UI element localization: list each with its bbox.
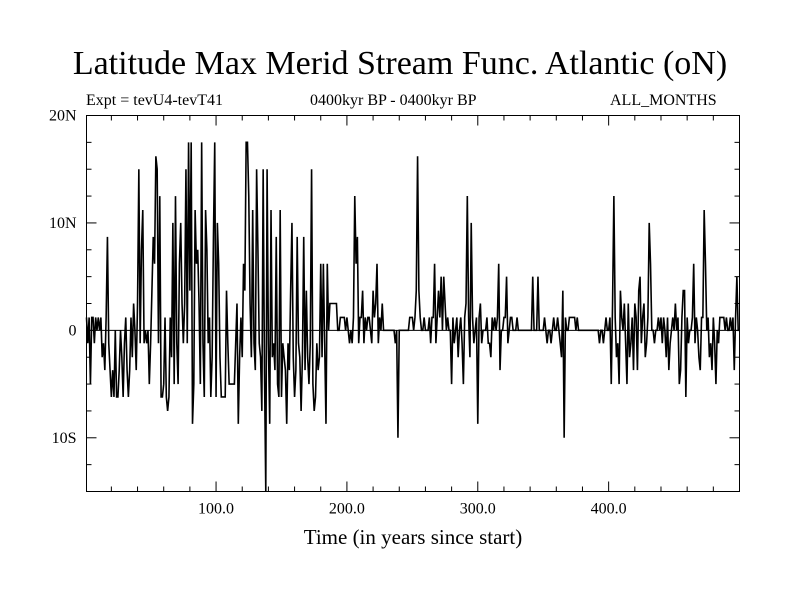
y-tick-label: 0 (69, 322, 77, 339)
period-label: 0400kyr BP - 0400kyr BP (310, 92, 477, 109)
x-axis-label: Time (in years since start) (303, 525, 523, 549)
x-tick-label: 200.0 (329, 501, 365, 518)
experiment-label: Expt = tevU4-tevT41 (86, 92, 223, 109)
y-tick-label: 10N (49, 215, 77, 232)
y-tick-label: 10S (52, 430, 77, 447)
tick-labels: 100.0 200.0 300.0 400.0 10S 0 10N 20N (49, 108, 627, 518)
y-tick-label: 20N (49, 108, 77, 125)
chart-title: Latitude Max Merid Stream Func. Atlantic… (72, 45, 728, 82)
months-label: ALL_MONTHS (610, 92, 717, 109)
x-tick-label: 100.0 (198, 501, 234, 518)
x-tick-label: 400.0 (591, 501, 627, 518)
series-line (85, 141, 740, 492)
x-tick-label: 300.0 (460, 501, 496, 518)
